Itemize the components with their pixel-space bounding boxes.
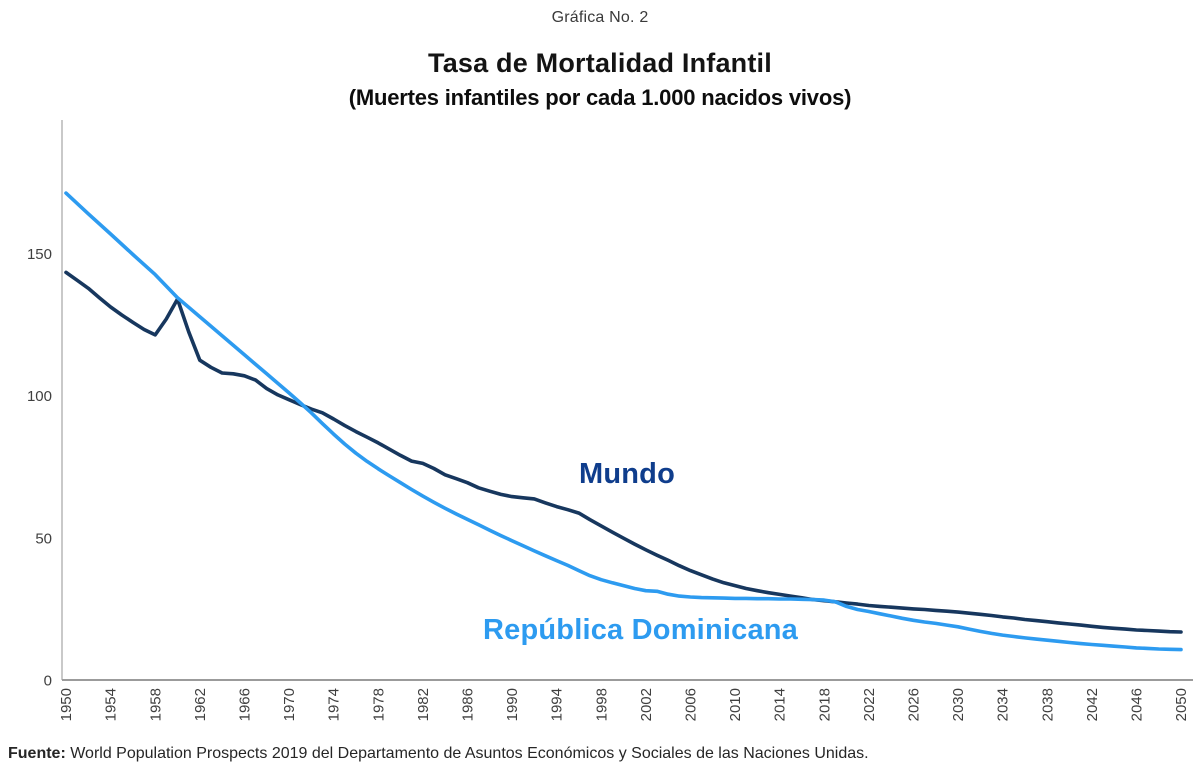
x-tick-label: 2050	[1173, 688, 1190, 721]
x-tick-label: 1986	[460, 688, 477, 721]
source-text: World Population Prospects 2019 del Depa…	[65, 745, 869, 762]
series-label-republica-dominicana: República Dominicana	[483, 614, 799, 646]
x-tick-label: 2038	[1039, 688, 1056, 721]
x-tick-label: 1998	[593, 688, 610, 721]
x-tick-label: 1958	[147, 688, 164, 721]
x-tick-label: 2022	[861, 688, 878, 721]
x-tick-label: 2042	[1084, 688, 1101, 721]
x-tick-label: 1978	[370, 688, 387, 721]
x-tick-label: 2046	[1129, 688, 1146, 721]
x-tick-label: 2014	[772, 688, 789, 721]
x-tick-label: 1954	[103, 688, 120, 721]
series-line-mundo	[64, 270, 1183, 634]
x-tick-label: 2010	[727, 688, 744, 721]
x-tick-label: 1970	[281, 688, 298, 721]
x-tick-label: 1962	[192, 688, 209, 721]
x-tick-label: 2030	[950, 688, 967, 721]
x-tick-label: 1950	[58, 688, 75, 721]
x-tick-label: 1994	[549, 688, 566, 721]
x-tick-label: 2018	[816, 688, 833, 721]
x-tick-label: 1990	[504, 688, 521, 721]
x-tick-label: 1974	[326, 688, 343, 721]
chart-subtitle: (Muertes infantiles por cada 1.000 nacid…	[348, 85, 852, 110]
series-label-mundo: Mundo	[579, 458, 676, 490]
y-tick-label: 100	[27, 388, 52, 405]
source-label: Fuente:	[8, 745, 66, 762]
y-tick-label: 50	[35, 530, 52, 547]
x-tick-label: 1966	[237, 688, 254, 721]
x-tick-label: 2006	[683, 688, 700, 721]
y-tick-label: 150	[27, 246, 52, 263]
y-tick-label: 0	[44, 673, 52, 690]
x-tick-label: 2034	[995, 688, 1012, 721]
x-tick-label: 1982	[415, 688, 432, 721]
source-note: Fuente: World Population Prospects 2019 …	[8, 745, 869, 763]
series-line-republica-dominicana	[64, 191, 1183, 652]
x-tick-label: 2026	[906, 688, 923, 721]
figure-caption: Gráfica No. 2	[551, 9, 649, 26]
x-tick-label: 2002	[638, 688, 655, 721]
chart-title: Tasa de Mortalidad Infantil	[428, 48, 772, 78]
